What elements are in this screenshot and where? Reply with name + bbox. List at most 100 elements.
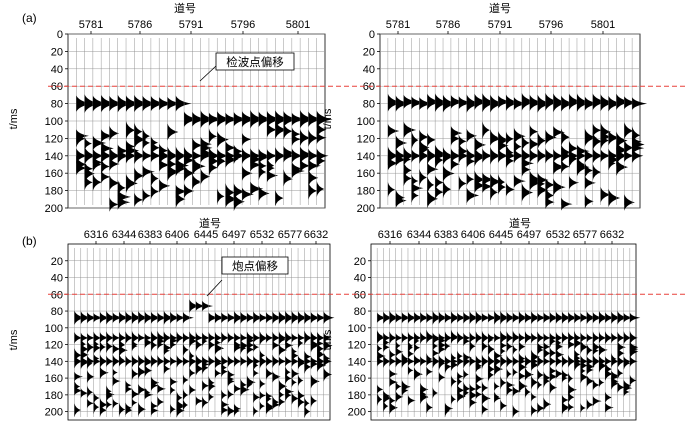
y-tick-label: 200 <box>45 407 63 419</box>
wiggle-lobe <box>266 391 273 402</box>
wiggle-lobe <box>272 354 281 368</box>
wiggle-lobe <box>316 131 327 145</box>
wiggle-lobe <box>87 311 99 324</box>
wiggle-lobe <box>266 121 278 138</box>
trace <box>568 38 585 205</box>
wiggle-lobe <box>377 343 383 354</box>
wiggle-lobe <box>490 132 503 146</box>
wiggle-lobe <box>234 403 241 414</box>
wiggle-lobe <box>584 128 597 147</box>
wiggle-lobe <box>458 134 467 149</box>
wiggle-lobe <box>246 378 253 391</box>
wiggle-lobe <box>562 311 573 325</box>
wiggle-lobe <box>450 157 460 172</box>
trace <box>584 38 600 209</box>
wiggle-lobe <box>435 144 448 164</box>
wiggle-lobe <box>466 154 477 168</box>
wiggle-lobe <box>208 159 218 176</box>
trace <box>497 38 514 205</box>
wiggle-lobe <box>395 346 404 358</box>
trace <box>304 248 316 419</box>
wiggle-lobe <box>525 385 531 399</box>
trace <box>401 248 413 417</box>
wiggle-lobe <box>513 127 526 145</box>
wiggle-lobe <box>518 378 528 394</box>
wiggle-lobe <box>426 353 433 366</box>
wiggle-lobe <box>525 368 534 381</box>
wiggle-lobe <box>457 331 466 345</box>
wiggle-lobe <box>474 170 486 189</box>
y-tick-label: 160 <box>348 373 366 385</box>
wiggle-lobe <box>451 329 459 344</box>
wiggle-lobe <box>131 330 141 345</box>
y-tick-label: 60 <box>51 81 63 93</box>
wiggle-lobe <box>443 147 454 166</box>
wiggle-lobe <box>323 368 332 381</box>
wiggle-lobe <box>498 130 510 150</box>
wiggle-lobe <box>506 311 518 324</box>
wiggle-lobe <box>389 310 400 325</box>
wiggle-lobe <box>432 340 438 352</box>
wiggle-lobe <box>617 346 625 361</box>
trace <box>387 38 403 205</box>
trace <box>92 38 109 205</box>
wiggle-lobe <box>316 121 327 138</box>
wiggle-lobe <box>176 398 185 413</box>
wiggle-lobe <box>266 157 275 175</box>
wiggle-lobe <box>512 366 518 378</box>
wiggle-lobe <box>599 377 605 388</box>
wiggle-lobe <box>323 353 329 367</box>
wiggle-lobe <box>300 146 313 163</box>
wiggle-lobe <box>438 332 447 343</box>
wiggle-lobe <box>99 366 109 380</box>
wiggle-lobe <box>259 401 265 412</box>
wiggle-lobe <box>463 386 469 400</box>
wiggle-lobe <box>76 155 87 173</box>
x-tick-label: 5796 <box>539 19 563 31</box>
wiggle-lobe <box>600 186 611 203</box>
wiggle-lobe <box>576 157 590 177</box>
wiggle-lobe <box>109 125 120 142</box>
wiggle-lobe <box>531 358 540 372</box>
wiggle-lobe <box>444 331 453 345</box>
y-tick-label: 100 <box>45 116 63 128</box>
wiggle-lobe <box>208 379 216 394</box>
wiggle-lobe <box>240 333 249 343</box>
wiggle-lobe <box>308 129 319 147</box>
wiggle-lobe <box>285 340 294 351</box>
wiggle-lobe <box>561 128 570 147</box>
wiggle-lobe <box>432 333 441 346</box>
wiggle-lobe <box>291 127 301 142</box>
wiggle-lobe <box>561 197 573 211</box>
trace <box>80 248 92 417</box>
wiggle-lobe <box>611 332 620 344</box>
wiggle-lobe <box>272 399 282 410</box>
wiggle-lobe <box>184 164 196 182</box>
wiggle-lobe <box>246 343 255 356</box>
wiggle-lobe <box>438 311 450 325</box>
wiggle-lobe <box>93 391 100 405</box>
trace <box>182 248 194 417</box>
trace <box>221 248 233 417</box>
wiggle-lobe <box>221 404 230 416</box>
wiggle-lobe <box>76 129 85 148</box>
wiggle-lobe <box>401 352 409 366</box>
wiggle-lobe <box>131 367 140 381</box>
wiggle-lobe <box>466 94 482 113</box>
wiggle-lobe <box>151 400 159 412</box>
wiggle-lobe <box>250 156 259 172</box>
wiggle-lobe <box>308 158 321 173</box>
wiggle-lobe <box>189 367 196 379</box>
wiggle-lobe <box>518 332 527 344</box>
wiggle-lobe <box>395 355 403 366</box>
wiggle-lobe <box>109 95 126 112</box>
wiggle-lobe <box>106 355 115 368</box>
wiggle-lobe <box>227 375 235 387</box>
wiggle-lobe <box>227 388 234 401</box>
y-tick-label: 80 <box>363 99 375 111</box>
trace <box>474 38 490 205</box>
wiggle-lobe <box>157 383 166 394</box>
wiggle-lobe <box>377 312 388 324</box>
wiggle-lobe <box>624 139 635 157</box>
wiggle-lobe <box>214 341 223 354</box>
